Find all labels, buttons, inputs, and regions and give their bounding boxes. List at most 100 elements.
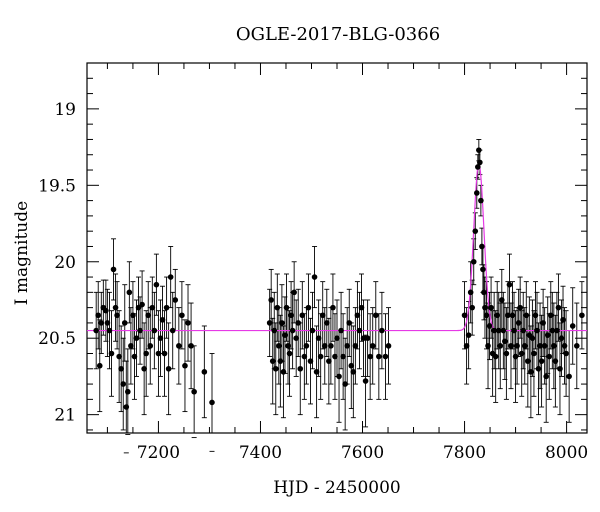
data-point xyxy=(118,365,124,372)
data-point xyxy=(161,350,168,357)
data-point xyxy=(480,266,486,273)
data-point xyxy=(289,327,296,334)
data-point xyxy=(479,243,485,250)
data-point xyxy=(512,353,519,360)
data-point xyxy=(544,332,551,338)
data-point xyxy=(500,327,507,334)
data-point xyxy=(549,327,556,334)
x-tick-label: 7400 xyxy=(239,443,282,463)
data-point xyxy=(291,289,297,296)
data-point xyxy=(106,327,113,334)
data-point xyxy=(301,353,308,360)
data-point xyxy=(285,343,291,349)
data-point xyxy=(508,343,514,349)
data-point xyxy=(558,335,565,342)
data-point xyxy=(182,362,188,369)
data-point xyxy=(277,358,284,364)
data-point xyxy=(319,312,326,319)
data-point xyxy=(167,274,174,280)
data-point xyxy=(364,335,371,342)
data-point xyxy=(525,358,531,364)
data-point xyxy=(560,317,566,323)
data-point xyxy=(108,350,115,357)
data-point xyxy=(379,327,385,334)
data-point xyxy=(311,274,318,280)
data-point xyxy=(540,320,546,326)
x-tick-label: 8000 xyxy=(545,443,588,463)
data-point xyxy=(518,350,525,357)
data-point xyxy=(515,320,522,326)
data-point xyxy=(551,343,557,349)
data-point xyxy=(98,320,105,326)
data-point xyxy=(358,304,365,311)
data-point xyxy=(469,304,476,311)
data-point xyxy=(497,343,504,349)
data-point xyxy=(309,327,316,334)
data-point xyxy=(486,323,493,329)
y-tick-label: 20.5 xyxy=(38,329,76,349)
data-point xyxy=(554,327,560,334)
data-point xyxy=(356,327,363,334)
chart-title: OGLE-2017-BLG-0366 xyxy=(236,24,440,45)
data-point xyxy=(557,365,563,372)
data-point xyxy=(280,369,287,375)
data-point xyxy=(362,378,369,384)
data-point xyxy=(191,388,197,395)
data-point xyxy=(165,365,172,372)
data-point xyxy=(163,304,170,311)
data-point xyxy=(120,381,127,387)
data-point xyxy=(283,304,290,311)
data-point xyxy=(520,327,527,334)
data-point xyxy=(131,353,138,360)
y-tick-label: 21 xyxy=(54,406,76,426)
data-point xyxy=(96,362,103,369)
data-point xyxy=(476,147,482,153)
data-point xyxy=(185,320,191,326)
data-point xyxy=(151,327,158,334)
data-point xyxy=(153,281,160,288)
data-point xyxy=(169,327,176,334)
x-axis-title: HJD - 2450000 xyxy=(273,478,401,498)
data-point xyxy=(569,323,576,329)
data-point xyxy=(563,350,569,357)
data-point xyxy=(155,350,162,357)
data-point xyxy=(529,335,536,342)
data-point xyxy=(176,343,182,349)
data-point xyxy=(505,312,511,319)
data-point xyxy=(494,312,501,319)
data-point xyxy=(470,258,477,265)
data-point xyxy=(541,343,548,349)
data-point xyxy=(528,369,534,375)
data-point xyxy=(346,320,353,326)
data-point xyxy=(334,335,340,342)
data-point xyxy=(543,373,549,380)
data-points xyxy=(93,147,585,410)
data-point xyxy=(502,338,508,345)
data-point xyxy=(288,312,294,319)
data-point xyxy=(483,312,490,319)
data-point xyxy=(321,343,328,349)
data-point xyxy=(149,304,156,311)
data-point xyxy=(338,327,344,334)
y-axis-title: I magnitude xyxy=(12,201,32,305)
data-point xyxy=(336,373,342,380)
data-point xyxy=(521,343,528,349)
data-point xyxy=(367,353,373,360)
data-point xyxy=(293,335,299,342)
data-point xyxy=(503,350,510,357)
data-point xyxy=(492,353,499,360)
data-point xyxy=(461,312,468,319)
data-point xyxy=(495,327,502,334)
data-point xyxy=(360,335,367,342)
data-point xyxy=(137,327,143,334)
data-point xyxy=(340,353,346,360)
data-point xyxy=(552,358,559,364)
data-point xyxy=(376,353,382,360)
data-point xyxy=(297,365,304,372)
data-point xyxy=(573,343,580,349)
data-point xyxy=(538,358,545,364)
x-tick-label: 7200 xyxy=(137,443,180,463)
data-point xyxy=(485,343,491,349)
data-point xyxy=(481,289,487,296)
